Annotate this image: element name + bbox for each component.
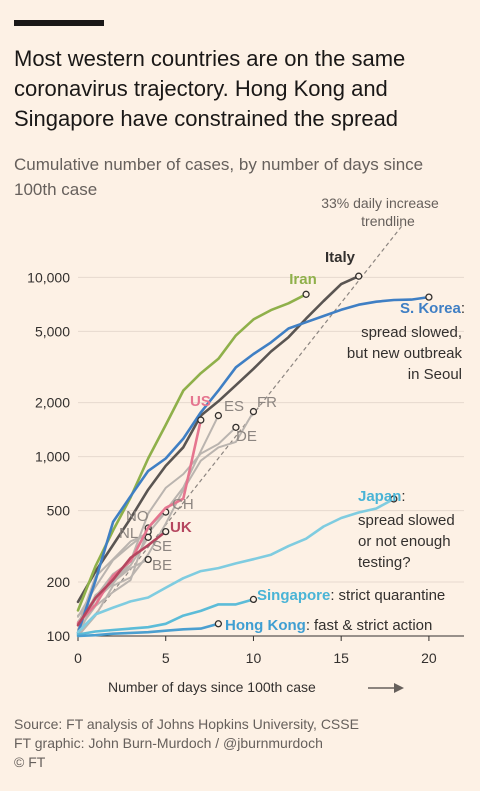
series-line-italy xyxy=(76,274,361,604)
series-label-hong-kong: Hong Kong: fast & strict action xyxy=(225,617,432,634)
series-line-singapore xyxy=(76,598,255,636)
series-label-uk: UK xyxy=(170,519,192,536)
series-label-colon: : xyxy=(306,617,310,634)
series-endpoint-japan xyxy=(390,495,398,503)
source-block: Source: FT analysis of Johns Hopkins Uni… xyxy=(14,715,359,772)
series-endpoint-be xyxy=(144,555,152,564)
x-axis-label: Number of days since 100th case xyxy=(108,679,316,695)
series-label-text-italy: Italy xyxy=(325,249,356,266)
series-label-text-us: US xyxy=(190,393,211,410)
x-tick-label: 5 xyxy=(162,650,170,666)
series-label-text-nl: NL xyxy=(119,525,138,542)
series-label-iran: Iran xyxy=(289,271,317,288)
chart-subtitle: Cumulative number of cases, by number of… xyxy=(14,155,424,199)
x-axis-arrow-head xyxy=(394,683,404,693)
copyright-line: © FT xyxy=(14,754,46,770)
series-label-s-korea: S. Korea: xyxy=(400,300,465,317)
series-label-text-no: NO xyxy=(126,508,149,525)
series-line-hong-kong xyxy=(76,622,220,638)
y-tick-label: 100 xyxy=(47,628,71,644)
series-label-se: SE xyxy=(152,538,172,555)
series-annotation-hong-kong: fast & strict action xyxy=(314,617,432,634)
ft-top-bar xyxy=(14,20,104,26)
series-label-singapore: Singapore: strict quarantine xyxy=(257,587,445,604)
series-label-colon: : xyxy=(330,587,334,604)
series-label-fr: FR xyxy=(257,394,277,411)
series-endpoint-se xyxy=(144,533,152,541)
y-tick-label: 5,000 xyxy=(35,323,70,339)
series-line-us xyxy=(76,418,203,625)
series-label-text-fr: FR xyxy=(257,394,277,411)
x-tick-label: 15 xyxy=(333,650,349,666)
series-annotation-s-korea-1: but new outbreak xyxy=(347,345,463,362)
series-label-colon: : xyxy=(461,300,465,317)
series-annotation-s-korea-0: spread slowed, xyxy=(361,324,462,341)
series-label-text-de: DE xyxy=(236,428,257,445)
series-label-text-uk: UK xyxy=(170,519,192,536)
series-line-no xyxy=(77,527,150,631)
credit-line: FT graphic: John Burn-Murdoch / @jburnmu… xyxy=(14,735,323,751)
series-endpoint-singapore xyxy=(249,595,258,604)
series-endpoint-iran xyxy=(302,290,310,298)
series-endpoint-fr xyxy=(249,407,258,416)
series-label-text-iran: Iran xyxy=(289,271,317,288)
series-label-es: ES xyxy=(224,398,244,415)
x-tick-label: 10 xyxy=(246,650,262,666)
series-endpoint-es xyxy=(214,411,223,420)
series-label-text-ch: CH xyxy=(172,496,194,513)
series-label-japan: Japan: xyxy=(358,488,406,505)
y-tick-label: 500 xyxy=(47,503,71,519)
series-label-colon: : xyxy=(401,488,405,505)
series-label-nl: NL xyxy=(119,525,138,542)
y-tick-label: 2,000 xyxy=(35,395,70,411)
series-label-us: US xyxy=(190,393,211,410)
series-endpoint-de xyxy=(232,423,240,431)
trendline-label-2: trendline xyxy=(361,213,415,229)
x-tick-label: 20 xyxy=(421,650,437,666)
series-label-text-japan: Japan xyxy=(358,488,401,505)
series-label-ch: CH xyxy=(172,496,194,513)
series-annotation-singapore: strict quarantine xyxy=(339,587,446,604)
series-label-text-es: ES xyxy=(224,398,244,415)
series-line-uk xyxy=(76,530,167,627)
series-label-de: DE xyxy=(236,428,257,445)
series-label-text-se: SE xyxy=(152,538,172,555)
series-annotation-japan-1: or not enough xyxy=(358,533,451,550)
series-annotation-japan-2: testing? xyxy=(358,554,411,571)
series-annotation-s-korea-2: in Seoul xyxy=(408,366,462,383)
series-annotation-japan-0: spread slowed xyxy=(358,512,455,529)
series-label-text-s-korea: S. Korea xyxy=(400,300,462,317)
series-endpoint-s-korea xyxy=(425,293,433,301)
series-line-japan xyxy=(76,497,396,634)
series-endpoint-us xyxy=(197,416,205,424)
series-line-s-korea xyxy=(76,295,431,635)
series-endpoint-italy xyxy=(355,272,363,280)
series-label-be: BE xyxy=(152,557,172,574)
y-tick-label: 1,000 xyxy=(35,449,70,465)
series-endpoint-hong-kong xyxy=(214,620,223,628)
series-label-no: NO xyxy=(126,508,149,525)
series-line-iran xyxy=(76,292,308,612)
y-tick-label: 10,000 xyxy=(27,269,70,285)
trendline-label: 33% daily increase xyxy=(321,195,439,211)
y-tick-label: 200 xyxy=(47,574,71,590)
x-tick-label: 0 xyxy=(74,650,82,666)
source-line: Source: FT analysis of Johns Hopkins Uni… xyxy=(14,716,359,732)
chart-title: Most western countries are on the same c… xyxy=(14,46,406,131)
series-line-fr xyxy=(77,410,255,637)
series-label-text-be: BE xyxy=(152,557,172,574)
series-endpoint-uk xyxy=(162,527,170,536)
series-label-text-hong-kong: Hong Kong xyxy=(225,617,306,634)
series-label-text-singapore: Singapore xyxy=(257,587,330,604)
series-label-italy: Italy xyxy=(325,249,356,266)
